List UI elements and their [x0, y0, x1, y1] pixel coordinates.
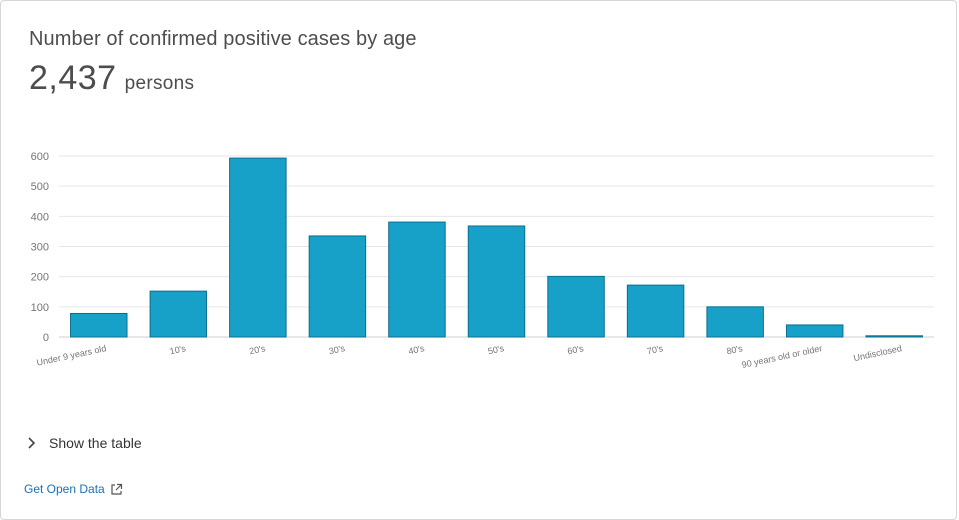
bar — [547, 275, 605, 338]
show-table-toggle[interactable]: Show the table — [25, 433, 142, 453]
x-tick-label: Under 9 years old — [36, 343, 108, 368]
x-tick-label: 20's — [248, 343, 266, 356]
bar — [308, 235, 367, 338]
x-tick-label: 60's — [567, 343, 585, 356]
y-tick-label: 300 — [31, 242, 49, 254]
bar — [626, 284, 685, 338]
total-value: 2,437 — [29, 59, 117, 97]
bar — [70, 312, 128, 338]
chevron-right-icon — [28, 437, 36, 449]
x-tick-label: 30's — [328, 343, 346, 356]
bar-chart: 0 100 200 300 400 500 600 Under 9 years old 10's… — [31, 151, 934, 370]
open-data-label: Get Open Data — [24, 482, 105, 496]
bar — [388, 221, 446, 338]
x-tick-label: 50's — [487, 343, 505, 356]
x-tick-label: 10's — [169, 343, 187, 356]
show-table-label: Show the table — [49, 435, 142, 451]
get-open-data-link[interactable]: Get Open Data — [24, 482, 123, 496]
y-tick-label: 100 — [31, 302, 49, 314]
bar — [467, 225, 526, 338]
x-tick-label: 40's — [407, 343, 425, 356]
y-tick-label: 400 — [31, 211, 49, 223]
bar — [785, 324, 844, 338]
x-tick-label: 70's — [646, 343, 664, 356]
x-tick-label: 90 years old or older — [741, 343, 823, 370]
x-tick-label: 80's — [726, 343, 744, 356]
bar — [229, 157, 287, 338]
y-tick-label: 500 — [31, 181, 49, 193]
x-tick-label: Undisclosed — [853, 343, 903, 363]
bar — [149, 290, 208, 338]
external-link-icon — [111, 483, 122, 495]
bar — [865, 335, 923, 338]
bar — [706, 306, 764, 338]
y-tick-label: 0 — [43, 332, 49, 344]
y-tick-label: 600 — [31, 151, 49, 163]
chart-title: Number of confirmed positive cases by ag… — [29, 28, 417, 50]
total-unit: persons — [124, 73, 195, 94]
y-tick-label: 200 — [31, 272, 49, 284]
total-cases: 2,437 persons — [29, 59, 194, 98]
